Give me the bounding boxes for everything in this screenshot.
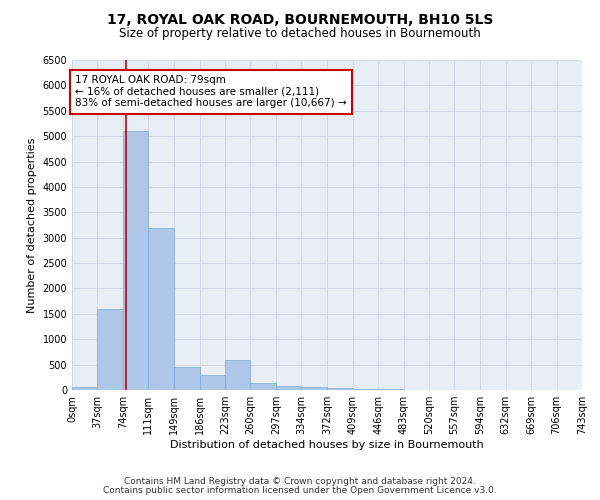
Text: Contains public sector information licensed under the Open Government Licence v3: Contains public sector information licen… [103, 486, 497, 495]
Bar [123, 131, 148, 390]
Bar [174, 367, 200, 390]
Bar [328, 388, 353, 390]
X-axis label: Distribution of detached houses by size in Bournemouth: Distribution of detached houses by size … [170, 440, 484, 450]
Text: 17, ROYAL OAK ROAD, BOURNEMOUTH, BH10 5LS: 17, ROYAL OAK ROAD, BOURNEMOUTH, BH10 5L… [107, 12, 493, 26]
Bar [148, 228, 173, 390]
Y-axis label: Number of detached properties: Number of detached properties [27, 138, 37, 312]
Bar [97, 309, 123, 390]
Bar [301, 388, 326, 390]
Bar [276, 386, 301, 390]
Bar [200, 376, 225, 390]
Bar [225, 360, 250, 390]
Text: Contains HM Land Registry data © Crown copyright and database right 2024.: Contains HM Land Registry data © Crown c… [124, 477, 476, 486]
Bar [72, 388, 97, 390]
Bar [250, 383, 276, 390]
Text: Size of property relative to detached houses in Bournemouth: Size of property relative to detached ho… [119, 28, 481, 40]
Text: 17 ROYAL OAK ROAD: 79sqm
← 16% of detached houses are smaller (2,111)
83% of sem: 17 ROYAL OAK ROAD: 79sqm ← 16% of detach… [76, 75, 347, 108]
Bar [353, 389, 378, 390]
